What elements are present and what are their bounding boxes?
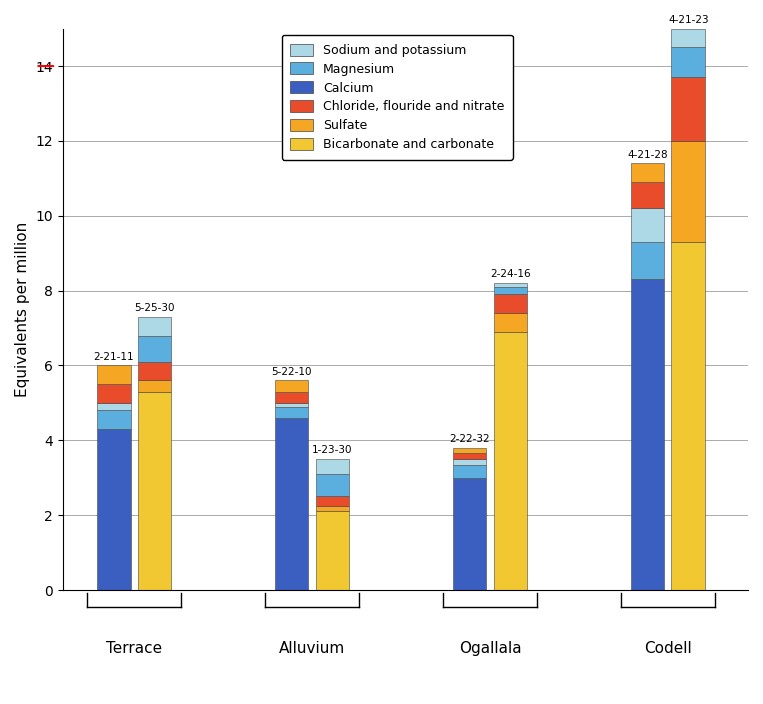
Bar [671, 29, 705, 47]
Bar [452, 453, 487, 459]
Bar [137, 336, 172, 362]
Text: 2-22-32: 2-22-32 [449, 434, 490, 444]
Bar [316, 511, 349, 590]
Text: 2-24-16: 2-24-16 [490, 270, 531, 279]
Bar [494, 287, 527, 294]
Bar [494, 332, 527, 590]
Bar [316, 474, 349, 496]
Bar [630, 279, 665, 590]
Bar [494, 283, 527, 287]
Bar [630, 242, 665, 279]
Bar [671, 242, 705, 590]
Text: Ogallala: Ogallala [459, 641, 521, 655]
Legend: Sodium and potassium, Magnesium, Calcium, Chloride, flouride and nitrate, Sulfat: Sodium and potassium, Magnesium, Calcium… [282, 35, 513, 160]
Text: Codell: Codell [644, 641, 692, 655]
Y-axis label: Equivalents per million: Equivalents per million [15, 222, 30, 397]
Bar [137, 362, 172, 380]
Bar [452, 478, 487, 590]
Text: 4-21-28: 4-21-28 [627, 150, 668, 160]
Text: Terrace: Terrace [106, 641, 163, 655]
Bar [316, 459, 349, 474]
Bar [275, 403, 308, 407]
Bar [137, 317, 172, 336]
Bar [630, 163, 665, 182]
Text: 5-22-10: 5-22-10 [272, 367, 312, 377]
Bar [316, 505, 349, 511]
Bar [671, 47, 705, 77]
Bar [97, 410, 130, 429]
Bar [316, 496, 349, 505]
Bar [452, 465, 487, 478]
Bar [671, 77, 705, 141]
Bar [275, 418, 308, 590]
Bar [630, 182, 665, 208]
Bar [452, 459, 487, 465]
Bar [97, 384, 130, 403]
Text: 2-21-11: 2-21-11 [93, 352, 134, 362]
Bar [275, 391, 308, 403]
Bar [275, 407, 308, 418]
Bar [630, 208, 665, 242]
Text: Alluvium: Alluvium [279, 641, 345, 655]
Text: 5-25-30: 5-25-30 [134, 303, 175, 313]
Bar [137, 391, 172, 590]
Bar [494, 313, 527, 332]
Bar [452, 448, 487, 453]
Bar [97, 365, 130, 384]
Bar [97, 403, 130, 410]
Bar [275, 380, 308, 391]
Bar [494, 294, 527, 313]
Text: 1-23-30: 1-23-30 [312, 445, 353, 455]
Bar [97, 429, 130, 590]
Text: 4-21-23: 4-21-23 [668, 15, 709, 25]
Bar [671, 141, 705, 242]
Bar [137, 380, 172, 391]
